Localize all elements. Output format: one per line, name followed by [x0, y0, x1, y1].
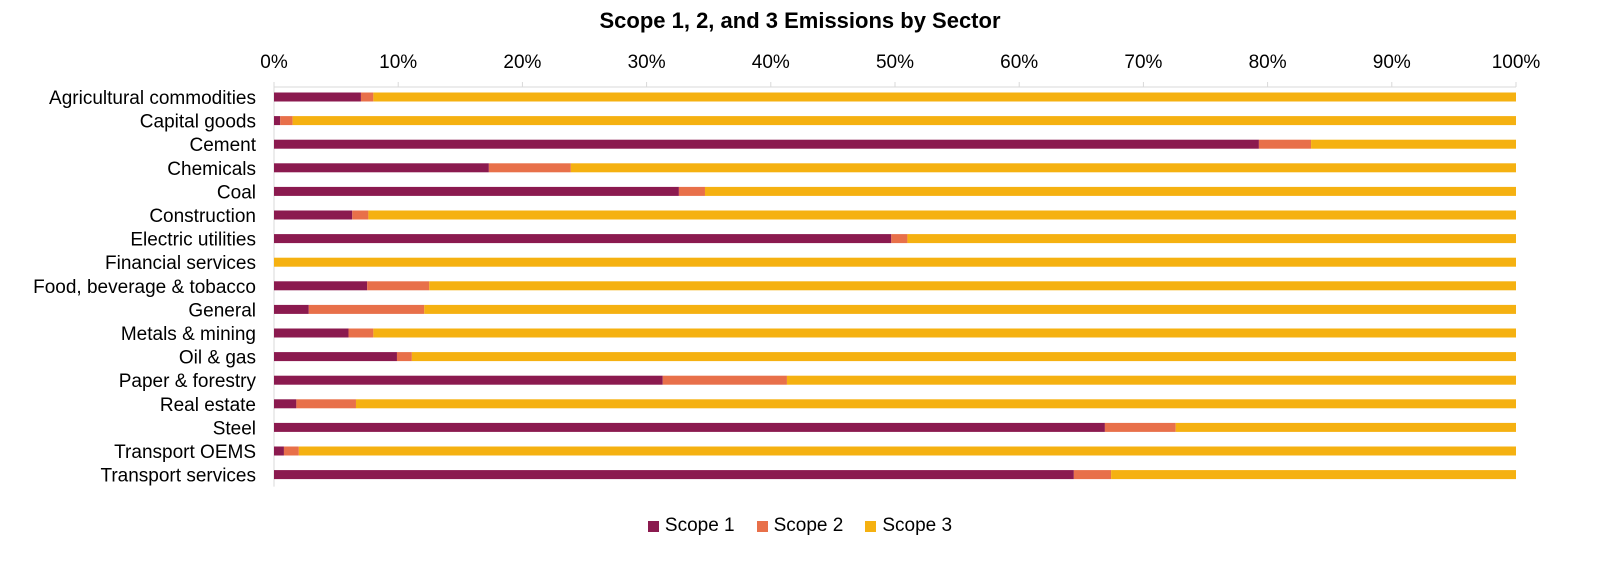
- bar-scope-1: [274, 186, 679, 196]
- bar-scope-2: [283, 446, 299, 456]
- legend-label: Scope 2: [773, 515, 844, 536]
- bar-scope-2: [662, 375, 787, 385]
- legend-item: Scope 3: [865, 515, 952, 537]
- x-tick-label: 30%: [628, 52, 666, 73]
- legend-swatch: [756, 520, 768, 532]
- bar-scope-2: [352, 210, 369, 220]
- category-label: General: [188, 300, 256, 321]
- bar-scope-2: [488, 163, 571, 173]
- category-label: Metals & mining: [121, 324, 256, 345]
- bar-scope-3: [1111, 470, 1516, 480]
- bar-scope-2: [308, 304, 425, 314]
- category-label: Coal: [217, 182, 256, 203]
- bar-scope-2: [1258, 139, 1312, 149]
- bar-scope-2: [367, 281, 430, 291]
- bar-scope-2: [1104, 422, 1176, 432]
- bar-scope-3: [355, 399, 1517, 409]
- category-label: Food, beverage & tobacco: [33, 277, 256, 298]
- category-label: Agricultural commodities: [49, 88, 256, 109]
- legend-item: Scope 1: [647, 515, 735, 537]
- bar-scope-1: [274, 422, 1105, 432]
- x-tick-label: 100%: [1492, 52, 1541, 73]
- category-label: Real estate: [160, 395, 256, 416]
- bar-scope-3: [907, 234, 1516, 244]
- bar-scope-3: [570, 163, 1516, 173]
- x-tick-label: 80%: [1249, 52, 1287, 73]
- category-label: Financial services: [105, 253, 256, 274]
- bar-scope-3: [704, 186, 1516, 196]
- bar-scope-3: [1311, 139, 1516, 149]
- x-tick-label: 50%: [876, 52, 914, 73]
- category-label: Construction: [149, 206, 256, 227]
- category-label: Transport OEMS: [114, 442, 256, 463]
- x-tick-label: 0%: [260, 52, 288, 73]
- bar-scope-1: [274, 281, 368, 291]
- bar-scope-3: [786, 375, 1516, 385]
- bar-scope-1: [274, 375, 663, 385]
- category-label: Capital goods: [140, 112, 256, 133]
- bar-scope-3: [424, 304, 1517, 314]
- bar-scope-1: [274, 163, 489, 173]
- bar-scope-1: [274, 446, 284, 456]
- category-label: Steel: [213, 418, 256, 439]
- bar-scope-1: [274, 139, 1259, 149]
- bar-scope-3: [373, 328, 1516, 338]
- bar-scope-1: [274, 210, 353, 220]
- bar-scope-1: [274, 92, 361, 102]
- category-label: Paper & forestry: [119, 371, 257, 392]
- bar-scope-3: [429, 281, 1516, 291]
- chart-title: Scope 1, 2, and 3 Emissions by Sector: [599, 8, 1001, 33]
- category-label: Chemicals: [167, 159, 256, 180]
- bar-scope-1: [274, 234, 892, 244]
- legend: Scope 1 Scope 2 Scope 3: [0, 515, 1600, 537]
- bar-scope-1: [274, 399, 297, 409]
- bar-scope-2: [396, 352, 412, 362]
- bar-scope-1: [274, 328, 349, 338]
- bar-scope-2: [1073, 470, 1112, 480]
- bar-scope-3: [1175, 422, 1516, 432]
- legend-label: Scope 3: [882, 515, 953, 536]
- bar-scope-1: [274, 470, 1074, 480]
- bar-scope-2: [348, 328, 374, 338]
- bar-scope-1: [274, 352, 397, 362]
- bar-scope-2: [360, 92, 374, 102]
- category-label: Cement: [189, 135, 256, 156]
- legend-swatch: [647, 520, 659, 532]
- legend-swatch: [865, 520, 877, 532]
- legend-item: Scope 2: [756, 515, 844, 537]
- bar-scope-1: [274, 304, 309, 314]
- bar-scope-3: [274, 257, 1516, 267]
- bar-scope-2: [280, 116, 293, 126]
- x-tick-label: 90%: [1373, 52, 1411, 73]
- x-tick-label: 60%: [1000, 52, 1038, 73]
- bar-scope-3: [292, 116, 1516, 126]
- x-tick-label: 70%: [1124, 52, 1162, 73]
- bar-scope-3: [373, 92, 1516, 102]
- category-label: Transport services: [100, 466, 256, 487]
- x-tick-label: 40%: [752, 52, 790, 73]
- category-label: Electric utilities: [130, 230, 256, 251]
- bar-scope-2: [678, 186, 705, 196]
- bar-scope-2: [891, 234, 908, 244]
- legend-label: Scope 1: [664, 515, 735, 536]
- x-tick-label: 20%: [503, 52, 541, 73]
- bar-scope-1: [274, 116, 281, 126]
- bar-scope-2: [296, 399, 356, 409]
- x-tick-label: 10%: [379, 52, 417, 73]
- bar-scope-3: [298, 446, 1517, 456]
- bar-scope-3: [411, 352, 1516, 362]
- bar-scope-3: [368, 210, 1517, 220]
- category-label: Oil & gas: [179, 348, 256, 369]
